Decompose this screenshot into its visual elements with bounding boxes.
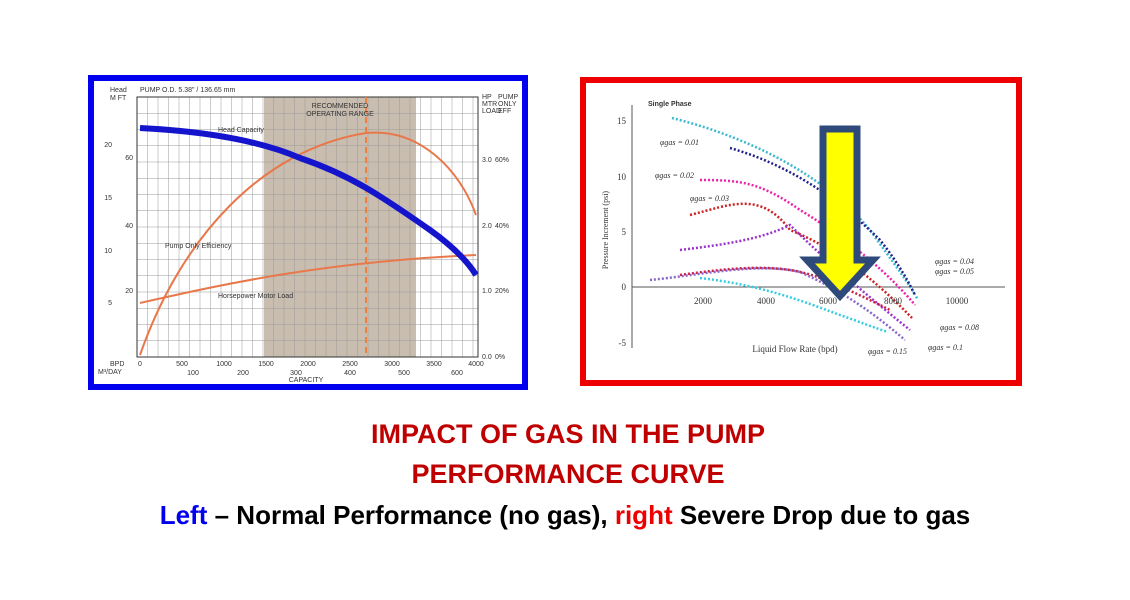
bpd-tick: 2000	[300, 361, 316, 368]
head-curve	[139, 125, 479, 277]
x-title: CAPACITY	[289, 377, 324, 384]
m3-tick: 500	[398, 370, 410, 377]
gas-label: φgas = 0.05	[935, 267, 974, 276]
efficiency-curve	[139, 131, 477, 356]
x-tick: 8000	[884, 296, 903, 306]
drop-arrow	[799, 125, 881, 302]
bpd-tick: 1500	[258, 361, 274, 368]
col-head: LOAD	[482, 108, 501, 115]
hp-tick: 3.0	[482, 157, 492, 164]
left-grid	[136, 96, 479, 358]
m3-tick: 100	[187, 370, 199, 377]
gas-label: φgas = 0.15	[868, 347, 907, 356]
eff-tick: 40%	[495, 223, 509, 230]
y-tick: -5	[619, 338, 627, 348]
bpd-tick: 2500	[342, 361, 358, 368]
bpd-tick: 0	[138, 361, 142, 368]
col-head: MTR	[482, 101, 497, 108]
col-head: PUMP	[498, 94, 519, 101]
gas-002-curve	[699, 178, 916, 306]
bpd-tick: 3500	[426, 361, 442, 368]
bpd-tick: 1000	[216, 361, 232, 368]
col-head: ONLY	[498, 101, 517, 108]
pump-od: PUMP O.D. 5.38" / 136.65 mm	[140, 87, 236, 94]
single-phase-label: Single Phase	[648, 101, 692, 108]
x-title: Liquid Flow Rate (bpd)	[752, 344, 837, 354]
x-tick: 2000	[694, 296, 713, 306]
hp-curve	[139, 254, 477, 304]
bpd-tick: 3000	[384, 361, 400, 368]
axis-units: M FT	[110, 95, 127, 102]
m-tick: 20	[104, 142, 112, 149]
gas-label: φgas = 0.08	[940, 323, 979, 332]
curve-label: Head Capacity	[218, 127, 264, 134]
hp-tick: 2.0	[482, 223, 492, 230]
ft-tick: 40	[125, 223, 133, 230]
m3-tick: 200	[237, 370, 249, 377]
gas-005-curve	[679, 223, 911, 331]
m-tick: 10	[104, 248, 112, 255]
axis-head: Head	[110, 87, 127, 94]
caption-title: PERFORMANCE CURVE	[411, 459, 724, 489]
y-tick: 10	[617, 172, 627, 182]
m3-tick: 400	[344, 370, 356, 377]
eff-tick: 0%	[495, 354, 505, 361]
right-word: right	[615, 500, 673, 530]
hp-tick: 1.0	[482, 288, 492, 295]
ft-tick: 20	[125, 288, 133, 295]
m-tick: 5	[108, 300, 112, 307]
x-tick: 10000	[946, 296, 969, 306]
curve-label: Horsepower Motor Load	[218, 293, 293, 300]
caption-subtitle: Left – Normal Performance (no gas), righ…	[160, 500, 971, 530]
eff-tick: 60%	[495, 157, 509, 164]
y-tick: 5	[622, 227, 627, 237]
col-head: EFF	[498, 108, 511, 115]
x-tick: 4000	[757, 296, 776, 306]
gas-01-curve	[679, 266, 891, 312]
hp-tick: 0.0	[482, 354, 492, 361]
m3-tick: 600	[451, 370, 463, 377]
y-title: Pressure Increment (psi)	[601, 191, 610, 270]
y-tick: 15	[617, 116, 627, 126]
eff-tick: 20%	[495, 288, 509, 295]
gas-015-curve	[699, 276, 889, 334]
curve-label: Pump Only Efficiency	[165, 243, 232, 250]
gas-label: φgas = 0.04	[935, 257, 974, 266]
ft-tick: 60	[125, 155, 133, 162]
left-text: – Normal Performance (no gas),	[207, 500, 614, 530]
caption-title: IMPACT OF GAS IN THE PUMP	[371, 419, 765, 449]
m3-label: M³/DAY	[98, 369, 122, 376]
gas-003-curve	[689, 202, 913, 319]
right-panel-frame	[580, 77, 1022, 386]
range-label: OPERATING RANGE	[306, 111, 374, 118]
gas-001-curve	[729, 146, 917, 296]
gas-label: φgas = 0.01	[660, 138, 699, 147]
m-tick: 15	[104, 195, 112, 202]
range-label: RECOMMENDED	[312, 103, 368, 110]
gas-label: φgas = 0.03	[690, 194, 729, 203]
x-tick: 6000	[819, 296, 838, 306]
left-word: Left	[160, 500, 208, 530]
right-text: Severe Drop due to gas	[673, 500, 971, 530]
bpd-tick: 4000	[468, 361, 484, 368]
bpd-label: BPD	[110, 361, 124, 368]
bpd-tick: 500	[176, 361, 188, 368]
gas-label: φgas = 0.1	[928, 343, 963, 352]
m3-tick: 300	[290, 370, 302, 377]
col-head: HP	[482, 94, 492, 101]
y-tick: 0	[622, 282, 627, 292]
plot-frame	[136, 96, 479, 358]
gas-label: φgas = 0.02	[655, 171, 694, 180]
